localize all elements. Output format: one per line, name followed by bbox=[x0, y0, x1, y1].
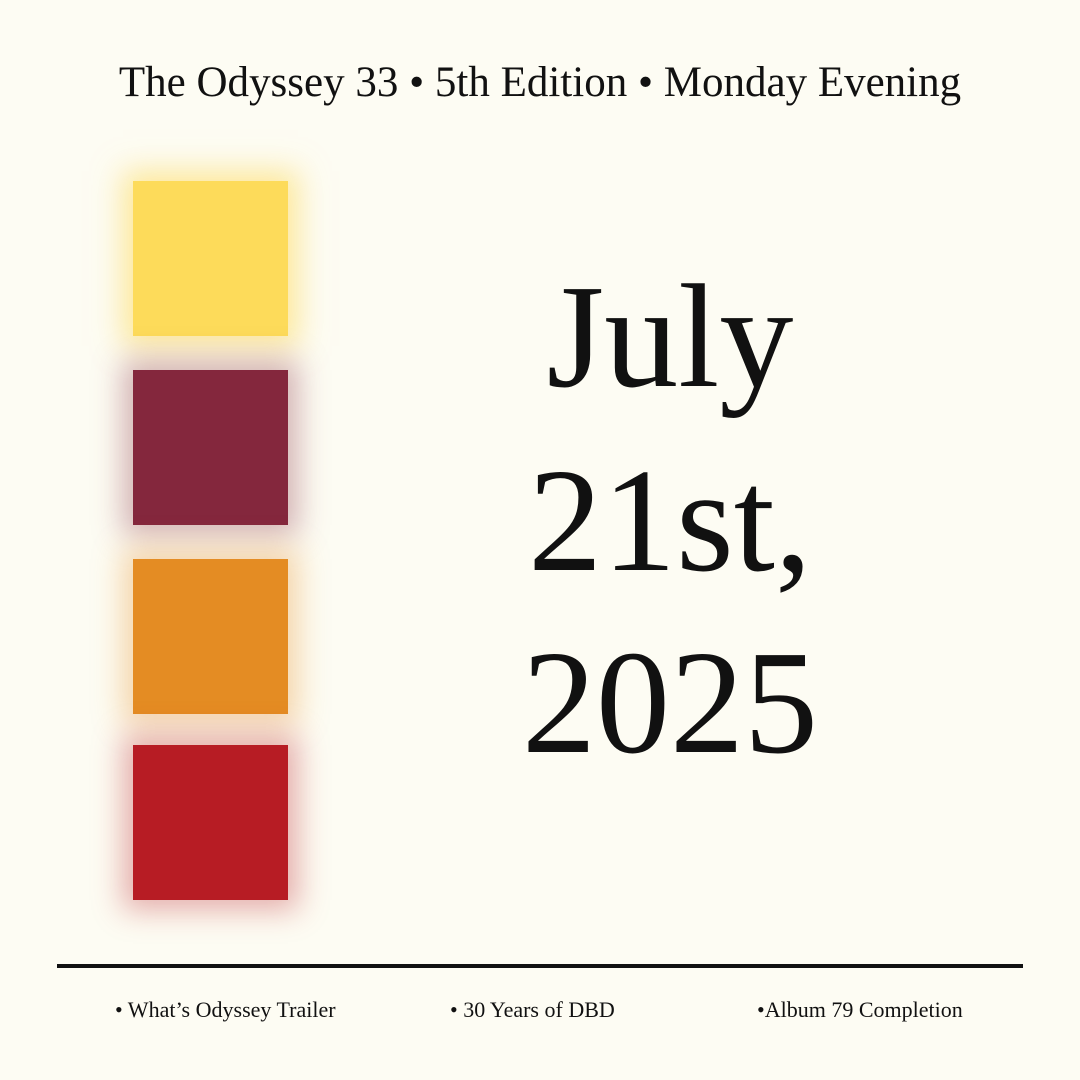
orange-square bbox=[133, 559, 288, 714]
divider bbox=[57, 964, 1023, 968]
maroon-square bbox=[133, 370, 288, 525]
footer-item: •Album 79 Completion bbox=[757, 997, 963, 1022]
date-year: 2025 bbox=[522, 621, 818, 785]
yellow-square bbox=[133, 181, 288, 336]
footer-item: • 30 Years of DBD bbox=[450, 997, 615, 1022]
footer-item: • What’s Odyssey Trailer bbox=[115, 997, 336, 1022]
red-square bbox=[133, 745, 288, 900]
header-title: The Odyssey 33 • 5th Edition • Monday Ev… bbox=[118, 59, 962, 106]
date-month: July bbox=[546, 255, 794, 419]
date-day: 21st, bbox=[528, 439, 812, 603]
